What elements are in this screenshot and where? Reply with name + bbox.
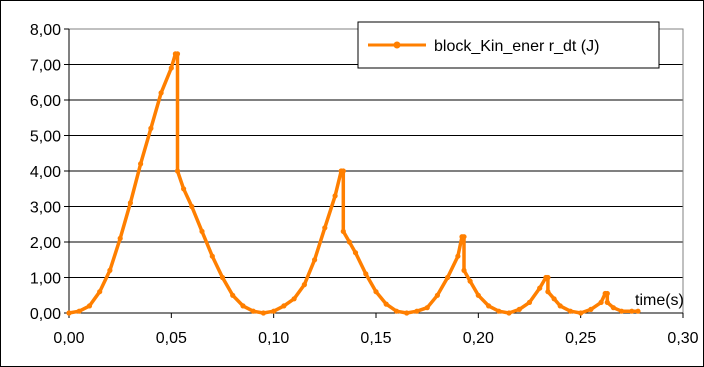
data-point-0-7	[138, 161, 144, 167]
data-point-0-40	[414, 308, 420, 314]
y-tick-label-3: 3,00	[30, 200, 61, 217]
data-point-0-19	[230, 292, 236, 298]
y-tick-label-5: 5,00	[30, 129, 61, 146]
data-point-0-20	[240, 303, 246, 309]
data-point-0-51	[496, 308, 502, 314]
data-point-0-62	[578, 310, 584, 316]
data-point-0-48	[467, 278, 473, 284]
data-point-0-22	[260, 310, 266, 316]
data-point-0-4	[107, 267, 113, 273]
y-tick-label-1: 1,00	[30, 271, 61, 288]
data-point-0-0	[66, 310, 72, 316]
legend-label: block_Kin_ener r_dt (J)	[434, 38, 599, 55]
data-point-0-1	[76, 308, 82, 314]
data-point-0-16	[199, 228, 205, 234]
data-point-0-69	[619, 308, 625, 314]
data-point-0-49	[475, 292, 481, 298]
data-point-0-31	[340, 168, 346, 174]
data-point-0-36	[373, 289, 379, 295]
data-point-0-61	[567, 308, 574, 314]
data-point-0-47	[461, 267, 467, 273]
y-tick-label-0: 0,00	[30, 306, 61, 323]
x-tick-label-0: 0,00	[53, 330, 84, 347]
data-point-0-70	[629, 308, 635, 314]
x-tick-label-2: 0,10	[258, 330, 289, 347]
data-point-0-67	[604, 299, 610, 305]
data-point-0-42	[434, 292, 440, 298]
data-point-0-57	[545, 274, 551, 281]
data-point-0-13	[174, 168, 181, 174]
data-point-0-14	[181, 186, 187, 192]
data-point-0-17	[209, 253, 215, 259]
data-point-0-52	[506, 310, 512, 316]
data-point-0-27	[312, 257, 318, 263]
data-point-0-64	[598, 299, 604, 305]
data-point-0-25	[291, 296, 297, 302]
series-layer	[66, 51, 641, 316]
data-point-0-8	[148, 125, 154, 131]
data-point-0-9	[158, 90, 164, 96]
data-point-0-23	[271, 308, 277, 314]
x-tick-label-1: 0,05	[156, 330, 187, 347]
data-point-0-39	[404, 310, 410, 316]
data-point-0-55	[537, 285, 543, 291]
data-point-0-15	[189, 203, 195, 210]
y-tick-label-7: 7,00	[30, 58, 61, 75]
x-tick-label-4: 0,20	[463, 330, 494, 347]
y-tick-label-2: 2,00	[30, 235, 61, 252]
data-point-0-59	[551, 296, 557, 302]
legend: block_Kin_ener r_dt (J)	[357, 21, 660, 69]
data-point-0-35	[363, 271, 369, 277]
legend-swatch-marker	[393, 41, 401, 49]
data-point-0-66	[604, 290, 610, 297]
data-point-0-21	[250, 308, 256, 314]
data-point-0-43	[445, 274, 451, 281]
data-point-0-46	[461, 234, 467, 240]
y-tick-label-8: 8,00	[30, 22, 61, 39]
x-tick-label-3: 0,15	[360, 330, 391, 347]
data-point-0-54	[526, 299, 533, 305]
data-point-0-41	[424, 305, 430, 311]
data-point-0-58	[545, 289, 551, 295]
axes: 0,00 1,00 2,00 3,00 4,00 5,00 6,00 7,00 8,00 0,00…	[30, 22, 699, 347]
data-point-0-32	[340, 228, 346, 234]
data-point-0-10	[168, 65, 174, 71]
data-point-0-68	[610, 305, 617, 311]
data-point-0-53	[516, 306, 522, 312]
data-point-0-63	[588, 306, 594, 312]
data-point-0-33	[346, 239, 352, 245]
data-point-0-18	[219, 274, 226, 281]
x-tick-label-6: 0,30	[667, 330, 698, 347]
data-point-0-44	[455, 253, 461, 259]
data-point-0-34	[352, 250, 359, 256]
data-point-0-24	[281, 303, 287, 309]
data-point-0-5	[117, 235, 123, 241]
data-point-0-71	[635, 308, 641, 314]
x-axis-title: time(s)	[635, 292, 684, 309]
data-point-0-26	[301, 282, 307, 288]
x-tick-label-5: 0,25	[565, 330, 596, 347]
data-point-0-60	[557, 303, 563, 309]
data-point-0-2	[86, 303, 93, 309]
data-point-0-37	[383, 301, 389, 307]
data-point-0-6	[127, 200, 133, 206]
data-point-0-12	[174, 51, 181, 57]
data-point-0-29	[332, 193, 338, 199]
data-point-0-38	[393, 308, 400, 314]
data-point-0-28	[322, 225, 328, 231]
y-tick-label-6: 6,00	[30, 93, 61, 110]
data-point-0-3	[97, 289, 103, 295]
data-point-0-50	[486, 303, 492, 309]
y-tick-label-4: 4,00	[30, 164, 61, 181]
